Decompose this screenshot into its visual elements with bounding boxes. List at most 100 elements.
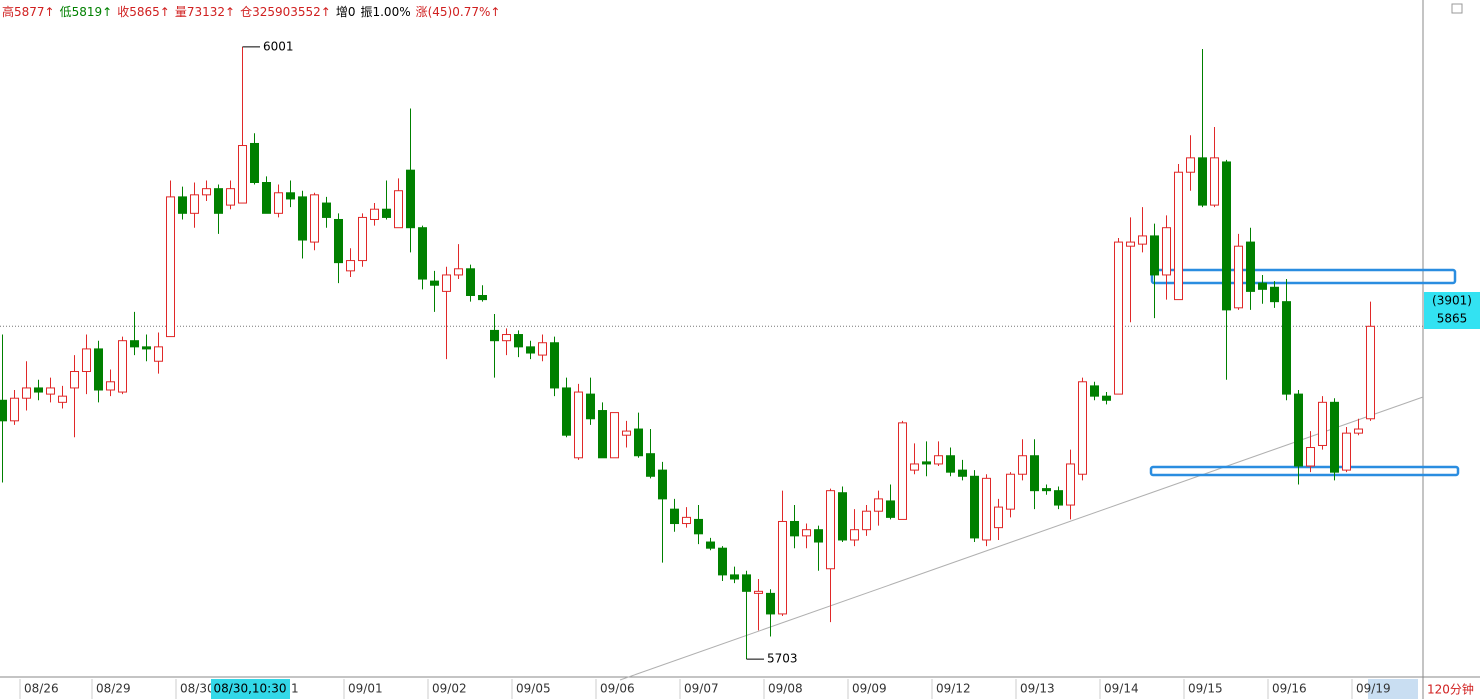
- candle-body: [382, 208, 391, 218]
- x-tick-label: 09/19: [1356, 682, 1391, 696]
- candle-body: [814, 529, 823, 543]
- candle-body: [250, 142, 259, 184]
- candle-body: [1282, 301, 1291, 395]
- candle-body: [1366, 325, 1375, 420]
- candle-body: [850, 529, 859, 541]
- candle-body: [1318, 401, 1327, 446]
- candle-body: [1210, 157, 1219, 206]
- candle-body: [742, 574, 751, 592]
- candle-body: [466, 268, 475, 296]
- candle-body: [622, 430, 631, 436]
- candle-body: [574, 391, 583, 459]
- header-item: 高5877↑: [2, 5, 55, 19]
- window-icon[interactable]: [1451, 3, 1463, 14]
- candle-body: [214, 188, 223, 214]
- low-annotation: 5703: [767, 652, 798, 666]
- candle-body: [238, 145, 247, 204]
- candle-body: [958, 469, 967, 477]
- zone-box: [1150, 268, 1457, 285]
- candle-body: [994, 506, 1003, 529]
- candle-body: [70, 371, 79, 389]
- candle-body: [130, 340, 139, 348]
- candle-body: [1114, 241, 1123, 395]
- candle-body: [1342, 432, 1351, 471]
- candle-body: [790, 520, 799, 537]
- header-item: 振1.00%: [360, 5, 411, 19]
- x-tick-label: 08/30: [180, 682, 215, 696]
- x-tick-label: 09/09: [852, 682, 887, 696]
- candle-body: [730, 574, 739, 580]
- x-tick-label: 09/07: [684, 682, 719, 696]
- candle-body: [226, 188, 235, 206]
- last-price-label: 5865: [1437, 312, 1468, 326]
- header-item: 涨(45)0.77%↑: [415, 5, 501, 19]
- x-tick-label: 09/15: [1188, 682, 1223, 696]
- candle-body: [442, 274, 451, 292]
- countdown-label: (3901): [1432, 294, 1472, 308]
- x-tick-label: 08/29: [96, 682, 131, 696]
- candle-body: [1186, 157, 1195, 173]
- candle-body: [1306, 447, 1315, 467]
- candle-body: [1138, 235, 1147, 245]
- candle-body: [406, 169, 415, 229]
- candle-body: [1090, 385, 1099, 397]
- candle-body: [166, 196, 175, 338]
- candle-body: [418, 227, 427, 280]
- candle-body: [1198, 157, 1207, 206]
- candle-body: [682, 516, 691, 525]
- candle-body: [82, 348, 91, 373]
- candle-body: [502, 334, 511, 342]
- candle-body: [658, 469, 667, 500]
- zone-box: [1149, 465, 1460, 477]
- candle-body: [46, 387, 55, 395]
- header-item: 低5819↑: [59, 5, 113, 19]
- candle-body: [514, 334, 523, 348]
- candle-body: [1222, 161, 1231, 311]
- candle-body: [154, 346, 163, 362]
- price-box: [1424, 292, 1480, 329]
- candle-body: [598, 410, 607, 459]
- candle-body: [886, 500, 895, 518]
- candle-body: [1258, 282, 1267, 290]
- candle-body: [106, 381, 115, 391]
- header-item: 收5865↑: [117, 5, 170, 19]
- candle-body: [526, 346, 535, 354]
- candle-body: [334, 218, 343, 264]
- candle-body: [550, 342, 559, 389]
- candle-body: [898, 422, 907, 520]
- candle-body: [694, 518, 703, 535]
- candle-body: [0, 399, 7, 422]
- header-item: 量73132↑: [174, 5, 236, 19]
- candle-body: [10, 397, 19, 422]
- candle-body: [1126, 241, 1135, 247]
- trend-line: [619, 396, 1424, 681]
- candle-body: [22, 387, 31, 399]
- candle-body: [766, 592, 775, 615]
- x-tick-label: 09/06: [600, 682, 635, 696]
- candle-body: [982, 477, 991, 541]
- candle-body: [970, 475, 979, 539]
- candle-body: [190, 194, 199, 214]
- candle-body: [670, 508, 679, 525]
- candle-body: [538, 342, 547, 356]
- candle-body: [262, 182, 271, 214]
- candle-body: [370, 208, 379, 220]
- candle-body: [1042, 488, 1051, 492]
- candle-body: [478, 294, 487, 301]
- candle-body: [802, 529, 811, 537]
- candle-body: [778, 520, 787, 615]
- candle-body: [274, 192, 283, 214]
- candle-body: [1054, 490, 1063, 506]
- candle-body: [946, 455, 955, 473]
- candle-body: [718, 547, 727, 576]
- candle-body: [1162, 227, 1171, 276]
- candle-body: [826, 490, 835, 570]
- candle-body: [346, 260, 355, 272]
- candle-body: [178, 196, 187, 214]
- candle-body: [1030, 455, 1039, 492]
- candle-body: [490, 329, 499, 342]
- candle-body: [454, 268, 463, 276]
- x-tick-label: 08/26: [24, 682, 59, 696]
